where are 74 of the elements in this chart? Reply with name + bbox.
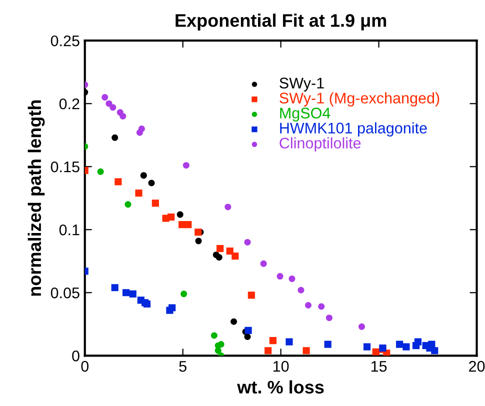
y-tick-label: 0 <box>72 350 80 362</box>
point <box>288 276 296 282</box>
point <box>230 318 238 325</box>
x-tick-label: 15 <box>371 361 387 372</box>
point <box>176 211 184 218</box>
point <box>148 180 155 186</box>
point <box>431 347 438 354</box>
point <box>286 338 293 346</box>
point <box>414 338 422 346</box>
point <box>244 326 252 334</box>
point <box>264 347 272 354</box>
point <box>136 129 143 136</box>
legend-label: Clinoptilolite <box>280 137 361 152</box>
point <box>248 292 255 299</box>
y-tick-label: 0.05 <box>50 288 80 298</box>
point <box>218 341 224 348</box>
point <box>224 204 232 210</box>
point <box>358 323 365 330</box>
point <box>114 178 122 186</box>
point <box>152 200 159 207</box>
point <box>302 347 310 354</box>
point <box>122 289 130 296</box>
point <box>182 162 190 169</box>
point <box>110 104 116 111</box>
point <box>269 336 277 344</box>
point <box>276 273 284 280</box>
point <box>97 168 104 175</box>
point <box>120 112 126 120</box>
y-tick-label: 0.15 <box>50 161 80 172</box>
point <box>129 290 136 298</box>
point <box>111 284 118 292</box>
point <box>180 290 188 298</box>
x-tick-label: 5 <box>179 361 186 372</box>
point <box>226 248 234 255</box>
y-axis-title: normalized path length <box>28 100 45 296</box>
point <box>304 302 312 309</box>
point <box>195 238 202 244</box>
point <box>372 348 380 356</box>
x-tick-label: 20 <box>469 360 485 372</box>
y-tick-label: 0.2 <box>59 98 80 110</box>
y-tick-label: 0.25 <box>50 35 80 46</box>
point <box>124 201 132 208</box>
point <box>363 343 371 350</box>
point <box>210 332 218 339</box>
x-tick-label: 0 <box>81 360 89 372</box>
point <box>396 340 404 348</box>
point <box>244 238 251 246</box>
point <box>244 333 251 340</box>
point <box>140 172 147 179</box>
legend-label: HWMK101 palagonite <box>280 122 427 137</box>
legend-label: SWy-1 <box>280 78 324 92</box>
point <box>260 260 267 267</box>
point <box>216 254 222 261</box>
chart-title: Exponential Fit at 1.9 μm <box>176 14 386 30</box>
point <box>214 347 222 354</box>
x-axis-title: wt. % loss <box>237 380 324 394</box>
y-tick-label: 0.1 <box>59 224 80 236</box>
point <box>298 286 304 294</box>
point <box>168 213 175 221</box>
point <box>402 343 410 350</box>
point <box>102 94 108 101</box>
point <box>232 252 239 260</box>
legend-label: SWy-1 (Mg-exchanged) <box>280 92 440 107</box>
point <box>168 304 176 312</box>
legend-label: MgSO4 <box>280 108 330 122</box>
x-tick-label: 10 <box>273 360 289 372</box>
point <box>112 134 118 141</box>
point <box>216 244 224 252</box>
point <box>324 340 332 348</box>
point <box>318 303 325 310</box>
point <box>194 228 202 236</box>
point <box>326 314 332 322</box>
point <box>184 221 192 228</box>
point <box>135 190 142 197</box>
